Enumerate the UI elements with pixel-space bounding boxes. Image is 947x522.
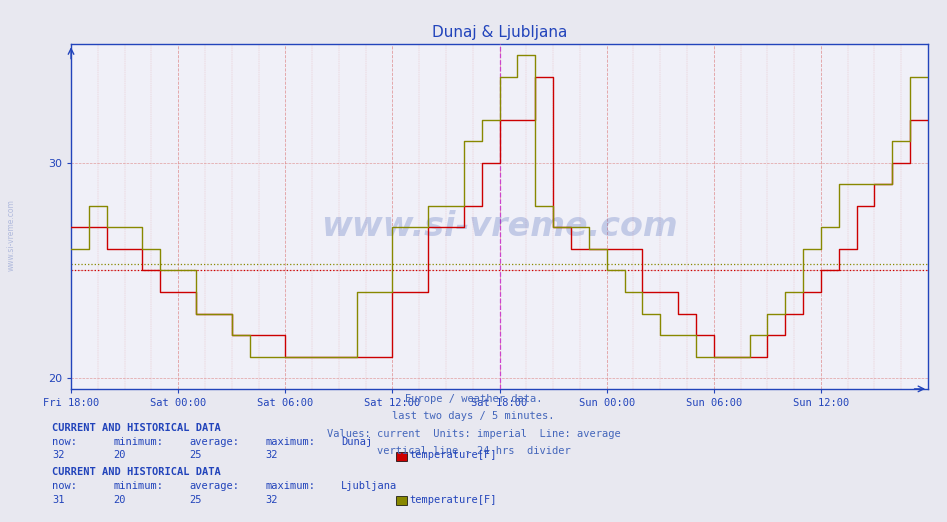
Text: average:: average: [189,437,240,447]
Text: vertical line - 24 hrs  divider: vertical line - 24 hrs divider [377,446,570,456]
Text: Ljubljana: Ljubljana [341,481,397,491]
Text: now:: now: [52,481,77,491]
Title: Dunaj & Ljubljana: Dunaj & Ljubljana [432,26,567,40]
Text: www.si-vreme.com: www.si-vreme.com [7,199,16,271]
Text: Dunaj: Dunaj [341,437,372,447]
Text: 31: 31 [52,495,64,505]
Text: www.si-vreme.com: www.si-vreme.com [321,210,678,243]
Text: maximum:: maximum: [265,481,315,491]
Text: minimum:: minimum: [114,481,164,491]
Text: 20: 20 [114,495,126,505]
Text: 20: 20 [114,450,126,460]
Text: temperature[F]: temperature[F] [409,450,496,460]
Text: last two days / 5 minutes.: last two days / 5 minutes. [392,411,555,421]
Text: average:: average: [189,481,240,491]
Text: temperature[F]: temperature[F] [409,495,496,505]
Text: 25: 25 [189,495,202,505]
Text: Europe / weather data.: Europe / weather data. [404,394,543,404]
Text: 32: 32 [52,450,64,460]
Text: Values: current  Units: imperial  Line: average: Values: current Units: imperial Line: av… [327,429,620,438]
Text: minimum:: minimum: [114,437,164,447]
Text: CURRENT AND HISTORICAL DATA: CURRENT AND HISTORICAL DATA [52,423,221,433]
Text: now:: now: [52,437,77,447]
Text: 25: 25 [189,450,202,460]
Text: 32: 32 [265,450,277,460]
Text: maximum:: maximum: [265,437,315,447]
Text: 32: 32 [265,495,277,505]
Text: CURRENT AND HISTORICAL DATA: CURRENT AND HISTORICAL DATA [52,467,221,477]
